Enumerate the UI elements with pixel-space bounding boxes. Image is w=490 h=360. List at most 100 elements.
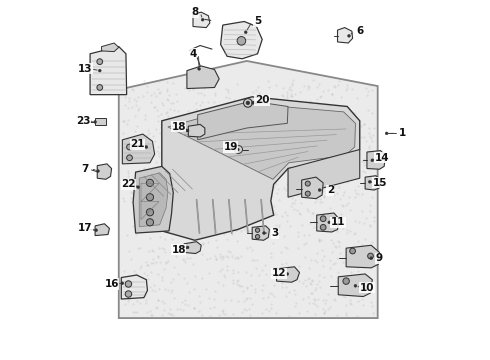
Point bbox=[303, 308, 311, 314]
Point bbox=[360, 134, 368, 139]
Circle shape bbox=[197, 67, 200, 70]
Point bbox=[232, 151, 240, 157]
Point bbox=[328, 153, 336, 158]
Point bbox=[167, 100, 174, 106]
Point bbox=[281, 210, 289, 215]
Point bbox=[319, 188, 327, 194]
Point bbox=[220, 231, 228, 237]
Point bbox=[347, 127, 355, 133]
Point bbox=[302, 109, 310, 115]
Point bbox=[237, 111, 245, 116]
Point bbox=[270, 184, 277, 190]
Point bbox=[248, 229, 256, 234]
Point bbox=[166, 311, 174, 317]
Point bbox=[188, 165, 196, 171]
Point bbox=[122, 144, 130, 150]
Point bbox=[234, 255, 242, 261]
Point bbox=[272, 265, 280, 271]
Point bbox=[164, 86, 171, 91]
Text: 17: 17 bbox=[78, 224, 93, 233]
Point bbox=[350, 247, 358, 252]
Point bbox=[348, 121, 356, 127]
Point bbox=[157, 201, 165, 207]
Point bbox=[129, 309, 137, 315]
Point bbox=[143, 83, 150, 89]
Point bbox=[291, 91, 298, 96]
Point bbox=[368, 135, 375, 141]
Point bbox=[306, 98, 314, 104]
Point bbox=[211, 108, 219, 114]
Point bbox=[177, 166, 185, 172]
Point bbox=[155, 150, 163, 156]
Point bbox=[166, 306, 174, 312]
Point bbox=[355, 131, 363, 136]
Point bbox=[282, 260, 290, 266]
Point bbox=[184, 149, 192, 155]
Point bbox=[269, 166, 276, 172]
Point bbox=[144, 141, 151, 147]
Point bbox=[223, 263, 231, 269]
Point bbox=[228, 183, 236, 189]
Point bbox=[178, 217, 186, 223]
Point bbox=[269, 103, 276, 108]
Point bbox=[222, 202, 230, 207]
Point bbox=[212, 256, 220, 262]
Point bbox=[268, 118, 276, 124]
Point bbox=[137, 263, 145, 269]
Point bbox=[251, 286, 259, 292]
Point bbox=[236, 175, 244, 180]
Point bbox=[161, 226, 169, 232]
Point bbox=[154, 180, 162, 186]
Point bbox=[301, 114, 309, 120]
Point bbox=[335, 244, 343, 249]
Point bbox=[229, 311, 237, 316]
Circle shape bbox=[94, 121, 97, 123]
Circle shape bbox=[305, 181, 310, 186]
Point bbox=[214, 279, 221, 285]
Text: 20: 20 bbox=[255, 95, 270, 105]
Point bbox=[354, 264, 362, 270]
Point bbox=[326, 265, 334, 271]
Point bbox=[275, 168, 283, 174]
Point bbox=[347, 152, 355, 157]
Point bbox=[272, 181, 280, 187]
Point bbox=[124, 105, 132, 111]
Point bbox=[253, 257, 261, 262]
Point bbox=[335, 273, 343, 279]
Point bbox=[308, 277, 316, 283]
Point bbox=[126, 257, 134, 262]
Point bbox=[197, 120, 205, 126]
Point bbox=[189, 261, 197, 267]
Point bbox=[337, 223, 345, 229]
Point bbox=[170, 194, 178, 199]
Point bbox=[135, 210, 143, 216]
Point bbox=[145, 276, 152, 282]
Point bbox=[369, 132, 377, 138]
Point bbox=[315, 237, 323, 243]
Point bbox=[349, 140, 357, 146]
Point bbox=[250, 133, 258, 139]
Point bbox=[228, 139, 236, 145]
Point bbox=[265, 78, 272, 84]
Point bbox=[160, 184, 168, 189]
Text: 22: 22 bbox=[121, 179, 136, 189]
Point bbox=[332, 297, 340, 302]
Point bbox=[158, 207, 166, 212]
Point bbox=[277, 166, 285, 172]
Point bbox=[300, 83, 308, 89]
Point bbox=[121, 102, 129, 108]
Point bbox=[206, 189, 214, 194]
Point bbox=[304, 188, 312, 193]
Text: 18: 18 bbox=[172, 122, 186, 132]
Point bbox=[335, 269, 343, 275]
Point bbox=[183, 217, 191, 223]
Point bbox=[182, 131, 190, 136]
Point bbox=[269, 114, 277, 120]
Point bbox=[357, 134, 365, 139]
Point bbox=[164, 155, 171, 161]
Point bbox=[243, 285, 251, 291]
Point bbox=[283, 266, 291, 272]
Circle shape bbox=[126, 144, 132, 150]
Point bbox=[213, 188, 221, 193]
Point bbox=[128, 86, 136, 92]
